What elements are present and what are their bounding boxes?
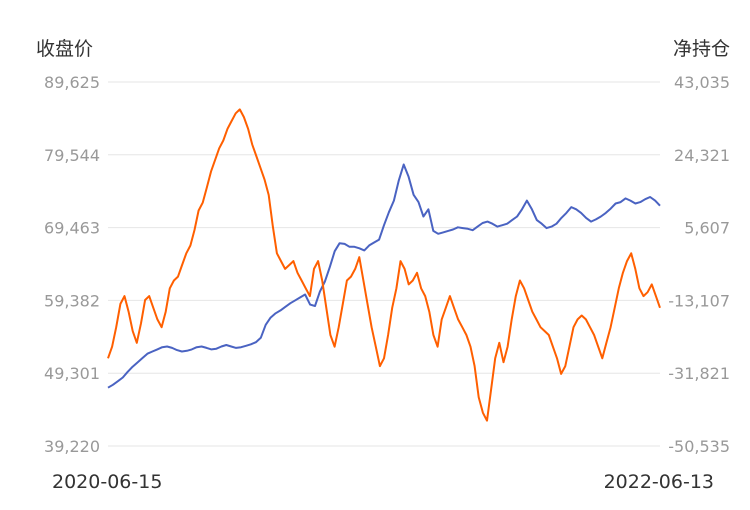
right-tick-label: 43,035 [674, 73, 730, 92]
series-layer [107, 108, 661, 422]
left-tick-label: 49,301 [44, 364, 100, 383]
left-axis-title: 收盘价 [36, 38, 93, 60]
gridlines [108, 81, 660, 447]
left-tick-label: 89,625 [44, 73, 100, 92]
x-start-label: 2020-06-15 [52, 471, 162, 493]
right-axis-title: 净持仓 [673, 38, 730, 60]
left-tick-label: 69,463 [44, 219, 100, 238]
right-tick-label: -50,535 [668, 437, 730, 456]
left-tick-label: 39,220 [44, 437, 100, 456]
right-tick-label: -13,107 [668, 291, 730, 310]
right-tick-label: 5,607 [684, 219, 730, 238]
right-tick-label: -31,821 [668, 364, 730, 383]
labels: 收盘价 净持仓 2020-06-15 2022-06-13 89,625 43,0… [36, 38, 730, 493]
series-line-net [107, 108, 661, 422]
left-tick-label: 79,544 [44, 146, 100, 165]
series-line-close [107, 163, 661, 389]
x-end-label: 2022-06-13 [604, 471, 714, 493]
left-tick-label: 59,382 [44, 291, 100, 310]
right-tick-label: 24,321 [674, 146, 730, 165]
